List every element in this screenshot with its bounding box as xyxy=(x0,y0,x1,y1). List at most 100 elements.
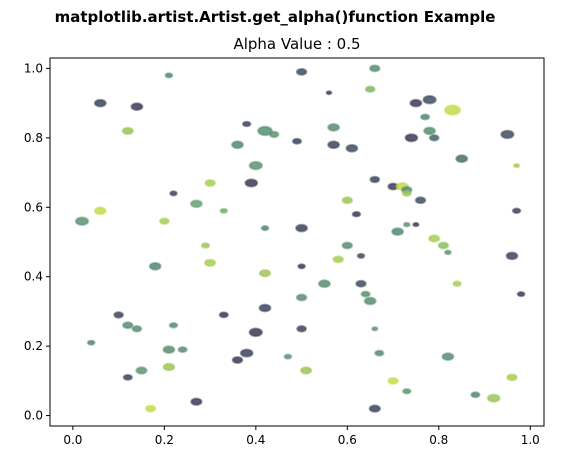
scatter-point xyxy=(164,72,174,79)
scatter-point xyxy=(404,133,419,143)
y-tick-label: 1.0 xyxy=(24,61,43,75)
scatter-point xyxy=(351,210,362,218)
scatter-point xyxy=(204,179,216,187)
x-tick-label: 0.0 xyxy=(63,433,82,447)
scatter-point xyxy=(437,241,450,250)
scatter-point xyxy=(341,196,354,205)
scatter-point xyxy=(420,113,431,121)
x-tick-label: 1.0 xyxy=(521,433,540,447)
scatter-point xyxy=(500,129,515,140)
scatter-point xyxy=(363,296,377,306)
scatter-point xyxy=(144,404,157,413)
scatter-point xyxy=(414,196,427,205)
scatter-point xyxy=(512,162,521,169)
scatter-point xyxy=(244,178,259,188)
scatter-point xyxy=(268,130,280,139)
x-tick-label: 0.6 xyxy=(338,433,357,447)
scatter-point xyxy=(159,217,170,225)
scatter-point xyxy=(327,140,341,150)
scatter-point xyxy=(258,269,272,278)
scatter-point xyxy=(122,373,133,381)
scatter-point xyxy=(169,190,178,197)
scatter-point xyxy=(441,352,455,362)
scatter-point xyxy=(332,255,345,264)
scatter-point xyxy=(257,125,273,137)
scatter-point xyxy=(122,321,134,330)
scatter-point xyxy=(371,326,379,332)
scatter-point xyxy=(291,137,303,145)
scatter-point xyxy=(345,143,359,153)
scatter-point xyxy=(130,102,144,111)
scatter-point xyxy=(369,175,381,184)
scatter-point xyxy=(443,104,462,116)
scatter-point xyxy=(402,221,411,228)
y-tick-label: 0.4 xyxy=(24,270,43,284)
scatter-point xyxy=(486,393,501,403)
scatter-point xyxy=(258,303,272,313)
scatter-point xyxy=(452,280,462,288)
y-tick-label: 0.0 xyxy=(24,409,43,423)
scatter-point xyxy=(327,123,341,132)
scatter-point xyxy=(341,241,354,250)
scatter-point xyxy=(248,160,264,171)
plot-area: 0.0 0.2 0.4 0.6 0.8 1.0 0.0 0.2 0.4 0.6 0.8 1.0 xyxy=(24,57,545,447)
scatter-point xyxy=(148,261,162,271)
scatter-point xyxy=(368,404,381,413)
scatter-point xyxy=(325,90,333,96)
scatter-point xyxy=(402,388,412,395)
scatter-point xyxy=(409,98,423,108)
scatter-point xyxy=(364,85,376,93)
axes-title: Alpha Value : 0.5 xyxy=(233,35,360,53)
scatter-point xyxy=(93,98,107,108)
y-tick-label: 0.2 xyxy=(24,339,43,353)
y-axis: 0.0 0.2 0.4 0.6 0.8 1.0 xyxy=(24,61,50,423)
scatter-point xyxy=(93,206,107,216)
scatter-point xyxy=(295,223,309,233)
scatter-point xyxy=(505,251,519,261)
y-tick-label: 0.6 xyxy=(24,200,43,214)
scatter-points xyxy=(74,64,526,413)
scatter-point xyxy=(412,221,420,228)
scatter-point xyxy=(135,366,148,375)
scatter-point xyxy=(296,325,308,333)
scatter-point xyxy=(260,225,270,232)
scatter-point xyxy=(391,227,405,237)
scatter-point xyxy=(177,346,188,354)
x-tick-label: 0.8 xyxy=(429,433,448,447)
scatter-point xyxy=(231,140,244,150)
scatter-point xyxy=(356,252,366,259)
scatter-point xyxy=(470,391,481,399)
scatter-point xyxy=(295,293,308,302)
scatter-point xyxy=(200,242,211,249)
scatter-point xyxy=(162,345,176,355)
scatter-point xyxy=(511,207,522,215)
scatter-point xyxy=(283,353,293,360)
scatter-point xyxy=(297,263,307,270)
scatter-point xyxy=(86,339,96,346)
scatter-point xyxy=(74,216,90,226)
figure-suptitle: matplotlib.artist.Artist.get_alpha()func… xyxy=(55,8,496,26)
scatter-point xyxy=(423,126,437,136)
scatter-point xyxy=(239,348,254,358)
scatter-point xyxy=(189,199,203,209)
scatter-point xyxy=(162,362,176,372)
x-tick-label: 0.4 xyxy=(246,433,265,447)
scatter-point xyxy=(168,322,179,329)
scatter-point xyxy=(506,373,518,382)
scatter-point xyxy=(401,189,412,197)
scatter-point xyxy=(190,397,203,406)
x-tick-label: 0.2 xyxy=(155,433,174,447)
scatter-point xyxy=(317,279,331,289)
scatter-point xyxy=(121,126,135,136)
y-tick-label: 0.8 xyxy=(24,131,43,145)
scatter-point xyxy=(241,120,252,128)
scatter-point xyxy=(443,249,452,256)
scatter-point xyxy=(218,311,229,319)
scatter-point xyxy=(374,349,385,357)
scatter-point xyxy=(248,327,264,338)
scatter-point xyxy=(231,356,244,364)
scatter-point xyxy=(428,234,441,243)
scatter-point xyxy=(455,154,469,164)
axes-frame xyxy=(49,57,545,427)
